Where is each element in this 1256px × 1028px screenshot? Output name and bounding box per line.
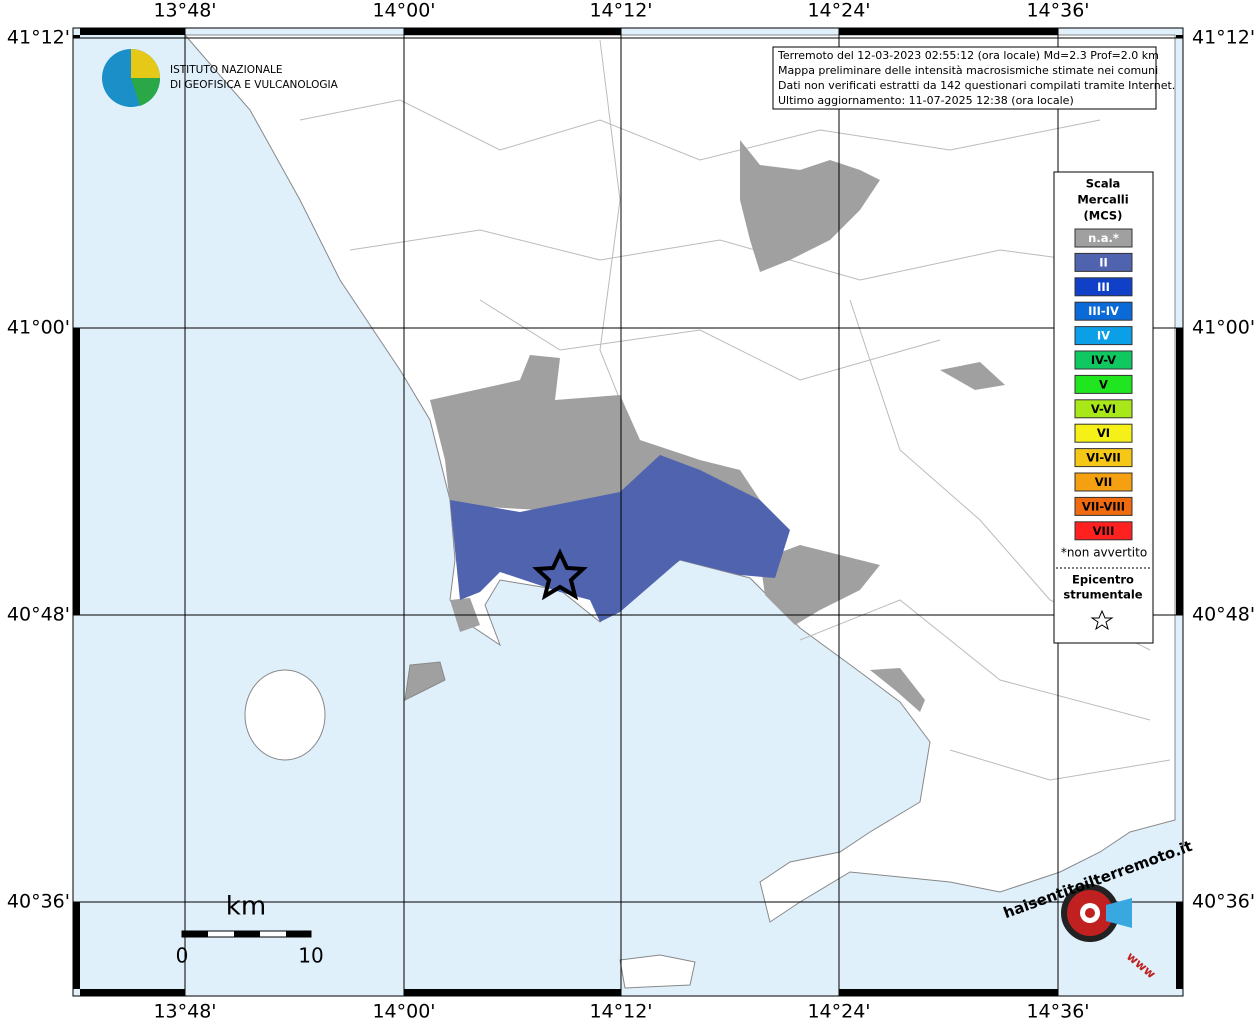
info-box — [772, 46, 1157, 110]
legend-label: VII-VIII — [1082, 499, 1125, 513]
legend-swatch — [1074, 277, 1133, 297]
legend-swatch — [1074, 301, 1133, 321]
legend-label: IV-V — [1091, 353, 1116, 367]
legend-label: V — [1099, 377, 1108, 391]
legend-swatch — [1074, 496, 1133, 516]
lat-label-left: 40°48' — [7, 604, 70, 626]
frame-bars — [72, 27, 1184, 997]
legend-swatch — [1074, 326, 1133, 346]
legend-title: (MCS) — [1084, 209, 1123, 223]
lat-label-right: 41°12' — [1192, 27, 1255, 49]
legend-title: Mercalli — [1077, 193, 1128, 207]
legend-swatch — [1074, 448, 1133, 468]
lon-label-top: 14°00' — [372, 0, 435, 22]
lon-label-top: 14°36' — [1026, 0, 1089, 22]
legend-label: II — [1099, 255, 1108, 269]
info-line: Ultimo aggiornamento: 11-07-2025 12:38 (… — [778, 94, 1074, 107]
legend-label: VII — [1095, 475, 1112, 489]
legend-swatch — [1074, 399, 1133, 419]
scale-end: 10 — [298, 944, 323, 968]
legend-swatch — [1074, 521, 1133, 541]
lat-label-left: 41°00' — [7, 317, 70, 339]
lat-label-left: 41°12' — [7, 27, 70, 49]
lon-label-bottom: 14°00' — [372, 1001, 435, 1023]
logo-line2: DI GEOFISICA E VULCANOLOGIA — [170, 79, 339, 91]
legend-label: n.a.* — [1088, 231, 1119, 245]
lon-label-top: 14°12' — [589, 0, 652, 22]
lon-label-top: 14°24' — [807, 0, 870, 22]
legend-label: III — [1097, 280, 1110, 294]
legend-epicenter: Epicentro — [1072, 573, 1134, 587]
epicenter-star — [532, 548, 588, 601]
lon-label-bottom: 14°36' — [1026, 1001, 1089, 1023]
legend-swatch — [1074, 374, 1133, 394]
lon-label-top: 13°48' — [153, 0, 216, 22]
info-line: Terremoto del 12-03-2023 02:55:12 (ora l… — [777, 49, 1159, 62]
legend-swatch — [1074, 423, 1133, 443]
legend-swatch — [1074, 350, 1133, 370]
legend-swatch — [1074, 472, 1133, 492]
legend-swatch — [1074, 252, 1133, 272]
legend-label: IV — [1097, 329, 1110, 343]
lon-label-bottom: 14°24' — [807, 1001, 870, 1023]
legend-swatch — [1074, 228, 1133, 248]
intensity-areas — [430, 140, 1005, 712]
scale-start: 0 — [176, 944, 189, 968]
legend-label: VIII — [1093, 524, 1115, 538]
legend-epicenter: strumentale — [1063, 588, 1142, 602]
legend-title: Scala — [1086, 177, 1121, 191]
info-line: Dati non verificati estratti da 142 ques… — [778, 79, 1175, 92]
legend-note: *non avvertito — [1061, 546, 1147, 560]
lon-label-bottom: 14°12' — [589, 1001, 652, 1023]
info-line: Mappa preliminare delle intensità macros… — [778, 64, 1158, 77]
legend-label: III-IV — [1088, 304, 1119, 318]
lat-label-right: 40°36' — [1192, 891, 1255, 913]
lat-label-right: 41°00' — [1192, 317, 1255, 339]
lat-label-right: 40°48' — [1192, 604, 1255, 626]
scale-unit: km — [226, 892, 266, 922]
legend-label: VI — [1097, 426, 1110, 440]
lon-label-bottom: 13°48' — [153, 1001, 216, 1023]
legend-label: V-VI — [1091, 402, 1116, 416]
lat-label-left: 40°36' — [7, 891, 70, 913]
ingv-logo: ISTITUTO NAZIONALE DI GEOFISICA E VULCAN… — [102, 49, 339, 107]
scale-bar: km 0 10 — [176, 892, 324, 968]
logo-line1: ISTITUTO NAZIONALE — [170, 64, 283, 76]
legend-label: VI-VII — [1086, 451, 1121, 465]
legend-star — [1090, 609, 1114, 631]
